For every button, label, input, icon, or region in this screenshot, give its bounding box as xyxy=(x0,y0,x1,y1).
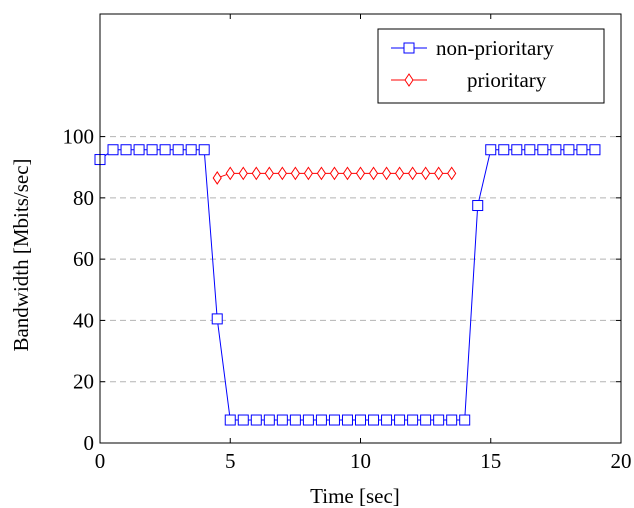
data-point-prioritary xyxy=(381,166,392,181)
y-axis-label: Bandwidth [Mbits/sec] xyxy=(9,158,33,351)
data-point-non-prioritary xyxy=(498,144,510,156)
data-point-prioritary xyxy=(277,166,287,181)
legend: non-prioritary prioritary xyxy=(377,28,605,104)
data-point-prioritary xyxy=(225,166,235,181)
data-point-non-prioritary xyxy=(250,414,262,426)
data-point-non-prioritary xyxy=(563,144,575,156)
data-point-non-prioritary xyxy=(302,414,314,426)
data-point-non-prioritary xyxy=(433,414,445,426)
legend-box xyxy=(377,28,605,104)
data-point-non-prioritary xyxy=(355,414,366,426)
data-point-non-prioritary xyxy=(224,414,236,426)
data-point-non-prioritary xyxy=(315,414,327,426)
legend-marker-non-prioritary xyxy=(403,42,415,54)
data-point-non-prioritary xyxy=(524,144,536,156)
data-point-non-prioritary xyxy=(589,144,601,156)
data-point-non-prioritary xyxy=(276,414,288,426)
data-point-prioritary xyxy=(329,166,340,181)
data-point-prioritary xyxy=(303,166,314,181)
data-point-prioritary xyxy=(368,166,379,181)
data-point-prioritary xyxy=(394,166,405,181)
data-point-non-prioritary xyxy=(133,144,145,156)
y-tick-label: 40 xyxy=(73,308,94,332)
data-point-non-prioritary xyxy=(172,144,184,156)
data-point-non-prioritary xyxy=(394,414,406,426)
data-point-non-prioritary xyxy=(511,144,523,156)
data-point-non-prioritary xyxy=(263,414,275,426)
data-point-prioritary xyxy=(251,166,261,181)
legend-label-prioritary: prioritary xyxy=(467,68,547,92)
data-point-non-prioritary xyxy=(341,414,353,426)
data-point-prioritary xyxy=(421,166,431,181)
data-point-non-prioritary xyxy=(185,144,197,156)
data-point-non-prioritary xyxy=(576,144,588,156)
x-tick-label: 15 xyxy=(480,449,501,473)
x-tick-label: 10 xyxy=(350,449,371,473)
y-tick-label: 20 xyxy=(73,370,94,394)
data-point-non-prioritary xyxy=(198,144,210,156)
data-point-non-prioritary xyxy=(537,144,549,156)
data-point-non-prioritary xyxy=(407,414,419,426)
x-tick-label: 20 xyxy=(611,449,632,473)
data-point-non-prioritary xyxy=(459,414,471,426)
data-point-prioritary xyxy=(316,166,327,181)
data-point-non-prioritary xyxy=(237,414,249,426)
data-point-non-prioritary xyxy=(211,313,223,325)
data-point-non-prioritary xyxy=(420,414,432,426)
data-point-non-prioritary xyxy=(120,144,132,156)
data-point-non-prioritary xyxy=(472,200,484,212)
data-point-prioritary xyxy=(447,166,457,181)
data-point-non-prioritary xyxy=(550,144,562,156)
data-point-prioritary xyxy=(290,166,300,181)
data-point-prioritary xyxy=(264,166,274,181)
data-point-non-prioritary xyxy=(289,414,301,426)
data-point-non-prioritary xyxy=(381,414,393,426)
legend-label-non-prioritary: non-prioritary xyxy=(436,36,554,60)
data-point-non-prioritary xyxy=(328,414,340,426)
data-point-prioritary xyxy=(342,166,353,181)
data-point-prioritary xyxy=(212,171,222,185)
x-tick-label: 5 xyxy=(225,449,236,473)
y-tick-label: 100 xyxy=(63,125,95,149)
series-line-non-prioritary xyxy=(99,149,595,421)
axis-ticks: 0 20 40 60 80 100 0 5 10 15 20 xyxy=(63,14,632,473)
data-point-non-prioritary xyxy=(146,144,158,156)
legend-marker-prioritary xyxy=(404,73,414,87)
data-point-non-prioritary xyxy=(159,144,171,156)
x-tick-label: 0 xyxy=(95,449,106,473)
data-point-prioritary xyxy=(355,166,366,181)
grid-lines xyxy=(100,136,621,383)
data-point-prioritary xyxy=(434,166,444,181)
data-point-non-prioritary xyxy=(485,144,497,156)
data-point-prioritary xyxy=(407,166,418,181)
plot-series xyxy=(94,144,601,426)
y-tick-label: 60 xyxy=(73,247,94,271)
data-point-non-prioritary xyxy=(107,144,119,156)
x-axis-label: Time [sec] xyxy=(310,484,400,508)
data-point-non-prioritary xyxy=(446,414,458,426)
data-point-prioritary xyxy=(238,166,248,181)
y-tick-label: 80 xyxy=(73,186,94,210)
data-point-non-prioritary xyxy=(368,414,380,426)
y-tick-label: 0 xyxy=(84,431,95,455)
